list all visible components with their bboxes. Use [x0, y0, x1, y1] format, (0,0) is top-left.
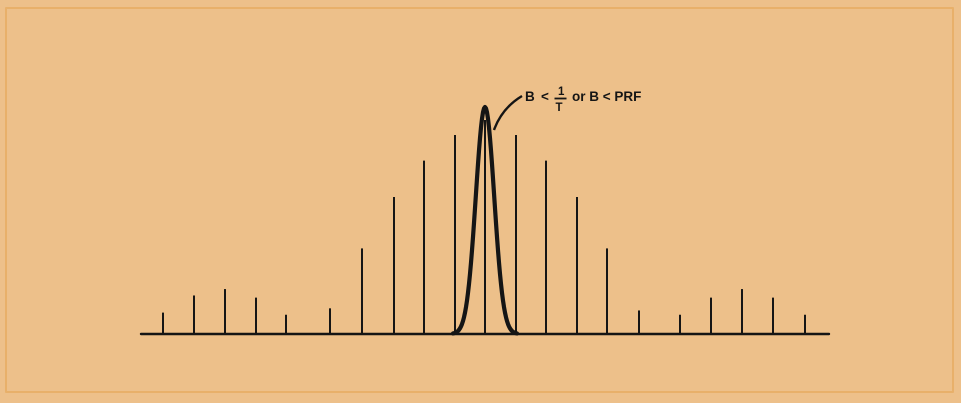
annotation-alternative: or B < PRF — [572, 89, 641, 104]
annotation-less-than: < — [541, 89, 549, 104]
diagram-border — [5, 7, 954, 393]
fraction-denominator: T — [556, 102, 563, 114]
fraction-numerator: 1 — [558, 86, 565, 98]
annotation-leader-line — [492, 94, 523, 131]
annotation-label: B < 1 T or B < PRF — [525, 86, 641, 114]
spectral-lines — [162, 120, 806, 334]
filter-passband-curve — [450, 104, 520, 336]
annotation-lhs: B — [525, 89, 535, 104]
